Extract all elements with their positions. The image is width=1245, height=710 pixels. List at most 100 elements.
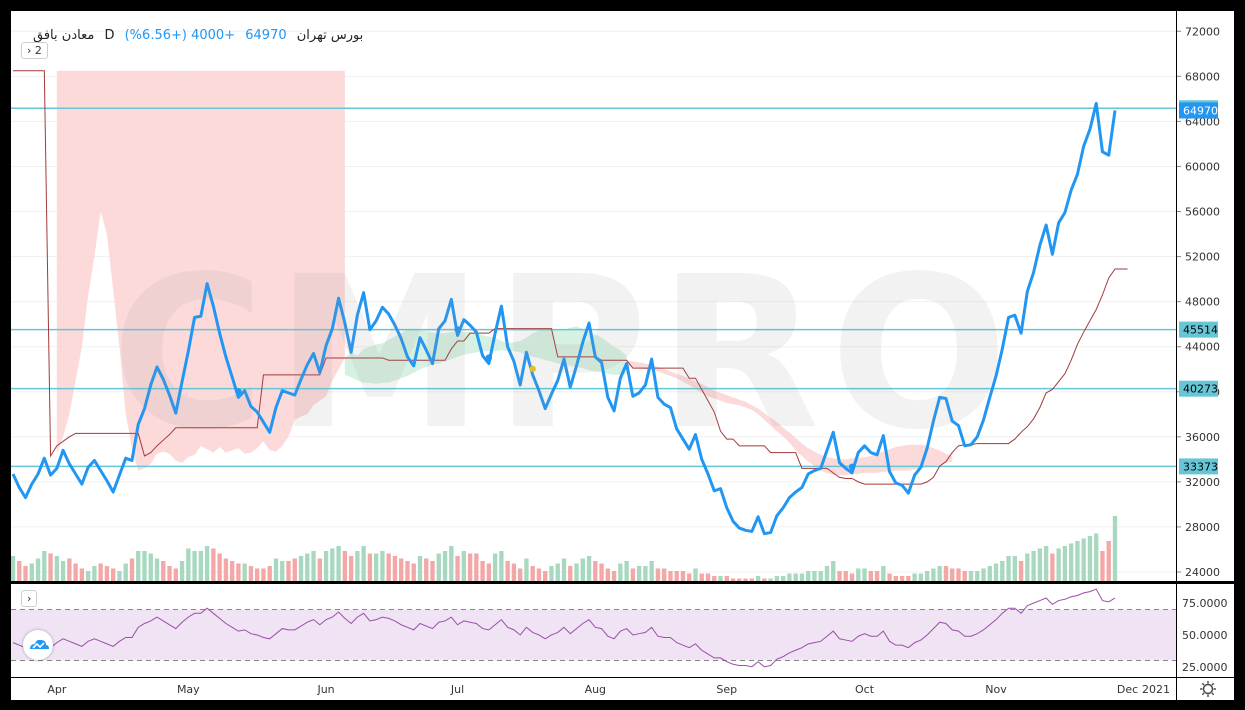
volume-bar: [29, 563, 34, 581]
volume-bar: [568, 566, 573, 581]
volume-bar: [543, 571, 548, 581]
volume-bar: [317, 558, 322, 581]
settings-corner[interactable]: [1177, 678, 1234, 700]
last-price-label: 64970: [1183, 104, 1218, 117]
price-tick-label: 68000: [1185, 70, 1220, 83]
volume-bar: [837, 571, 842, 581]
volume-bar: [248, 566, 254, 581]
volume-bar: [975, 571, 980, 581]
time-axis[interactable]: Apr May Jun Jul Aug Sep Oct Nov Dec 2021: [11, 678, 1176, 700]
gear-icon[interactable]: [1177, 678, 1234, 700]
symbol-name[interactable]: معادن بافق: [33, 28, 95, 43]
volume-bar: [392, 556, 398, 581]
volume-bar: [154, 558, 160, 581]
volume-bar: [167, 566, 172, 581]
volume-bar: [924, 571, 930, 581]
price-tick-label: 44000: [1185, 341, 1220, 354]
volume-bar: [693, 568, 698, 581]
price-axis[interactable]: 72000 68000 64000 60000 56000 52000 48000 44000…: [1177, 11, 1234, 581]
signal-marker: [848, 463, 856, 471]
volume-bar: [856, 568, 861, 581]
main-chart-pane[interactable]: CMPRO معادن بافق D بورس تهران 64970 +400…: [11, 11, 1176, 581]
price-tick-label: 24000: [1185, 566, 1220, 579]
level-price-label: 40273: [1183, 383, 1218, 396]
volume-bar: [793, 573, 798, 581]
volume-bar: [142, 551, 147, 581]
volume-bar: [1068, 543, 1074, 581]
volume-bar: [104, 566, 110, 581]
last-price-value: 64970: [245, 28, 287, 43]
time-tick-label: Nov: [985, 683, 1007, 696]
rsi-expand-button[interactable]: ›: [21, 590, 38, 607]
volume-bar: [1106, 541, 1111, 581]
indicator-count: 2: [34, 44, 42, 57]
time-tick-label: Aug: [585, 683, 606, 696]
volume-bar: [336, 546, 341, 581]
price-tick-label: 56000: [1185, 206, 1220, 219]
price-tick-label: 48000: [1185, 296, 1220, 309]
volume-bar: [993, 563, 999, 581]
volume-bar: [636, 566, 642, 581]
chevron-right-icon: ›: [27, 44, 32, 57]
price-tick-label: 28000: [1185, 521, 1220, 534]
volume-bar: [668, 571, 673, 581]
volume-bar: [906, 576, 911, 581]
volume-bar: [211, 548, 216, 581]
volume-bar: [111, 568, 116, 581]
volume-bar: [787, 573, 792, 581]
volume-bar: [424, 558, 429, 581]
level-price-tag: [1179, 380, 1218, 397]
volume-bar: [687, 573, 692, 581]
volume-bar: [1112, 516, 1118, 581]
volume-bar: [373, 553, 379, 581]
volume-bar: [824, 566, 830, 581]
volume-bar: [117, 571, 122, 581]
volume-bar: [430, 561, 435, 581]
volume-bar: [530, 566, 535, 581]
price-tick-label: 36000: [1185, 431, 1220, 444]
time-axis-svg: Apr May Jun Jul Aug Sep Oct Nov Dec 2021: [47, 683, 1170, 696]
volume-bar: [931, 568, 936, 581]
volume-bar: [255, 568, 260, 581]
volume-bar: [311, 551, 316, 581]
volume-bar: [499, 551, 504, 581]
volume-bar: [348, 556, 354, 581]
volume-bar: [862, 568, 867, 581]
interval-label[interactable]: D: [104, 28, 115, 43]
volume-bar: [806, 571, 811, 581]
volume-bar: [649, 561, 654, 581]
volume-bar: [1050, 553, 1055, 581]
volume-bar: [273, 558, 279, 581]
volume-bar: [323, 551, 329, 581]
volume-bar: [192, 551, 197, 581]
rsi-axis[interactable]: 75.0000 50.0000 25.0000: [1177, 584, 1234, 677]
collapse-indicators-button[interactable]: › 2: [21, 42, 48, 59]
volume-bar: [881, 566, 886, 581]
volume-bar: [73, 563, 78, 581]
volume-bar: [60, 561, 66, 581]
volume-bar: [286, 561, 291, 581]
volume-bar: [417, 556, 423, 581]
price-tick-label: 64000: [1185, 115, 1220, 128]
volume-bar: [436, 553, 441, 581]
volume-bar: [198, 551, 204, 581]
rsi-pane[interactable]: ›: [11, 584, 1176, 677]
volume-bar: [17, 561, 22, 581]
volume-bar: [536, 568, 542, 581]
volume-bar: [912, 573, 917, 581]
volume-bar: [380, 551, 385, 581]
volume-bar: [449, 546, 454, 581]
time-tick-label: Jun: [316, 683, 334, 696]
volume-bar: [161, 561, 166, 581]
volume-bar: [1006, 556, 1011, 581]
logo-badge[interactable]: [23, 630, 53, 660]
level-price-label: 45514: [1183, 324, 1218, 337]
last-price-tag: [1179, 102, 1218, 119]
price-tick-label: 52000: [1185, 251, 1220, 264]
volume-bar: [480, 561, 485, 581]
volume-bar: [611, 571, 617, 581]
volume-bar: [136, 551, 141, 581]
rsi-tick-label: 25.0000: [1182, 661, 1228, 674]
volume-bar: [280, 561, 285, 581]
volume-bar: [730, 578, 736, 581]
